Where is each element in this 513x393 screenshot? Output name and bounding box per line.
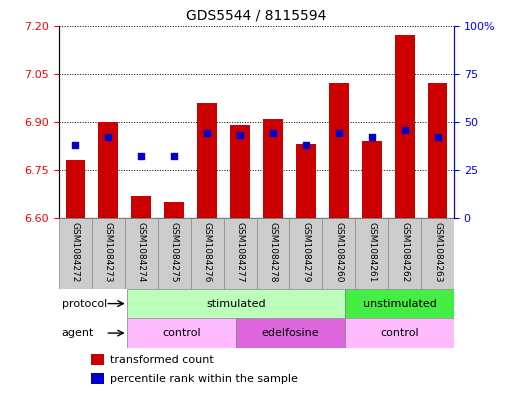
Bar — [230, 125, 250, 218]
Text: percentile rank within the sample: percentile rank within the sample — [110, 374, 298, 384]
Point — [137, 153, 145, 160]
Text: GSM1084275: GSM1084275 — [170, 222, 179, 282]
Text: GSM1084278: GSM1084278 — [268, 222, 278, 282]
Point — [104, 134, 112, 140]
Bar — [296, 144, 315, 218]
Bar — [388, 218, 421, 289]
Bar — [362, 141, 382, 218]
Bar — [91, 373, 105, 384]
Text: control: control — [380, 328, 419, 338]
Text: GSM1084277: GSM1084277 — [235, 222, 245, 282]
Text: edelfosine: edelfosine — [262, 328, 320, 338]
Bar — [127, 318, 236, 348]
Bar — [345, 289, 454, 318]
Bar — [91, 354, 105, 365]
Bar — [131, 196, 151, 218]
Bar — [158, 218, 191, 289]
Text: protocol: protocol — [62, 299, 107, 309]
Bar — [164, 202, 184, 218]
Bar — [191, 218, 224, 289]
Point — [401, 127, 409, 133]
Bar — [224, 218, 256, 289]
Text: control: control — [162, 328, 201, 338]
Point — [433, 134, 442, 140]
Bar — [345, 318, 454, 348]
Bar — [127, 289, 345, 318]
Text: GSM1084262: GSM1084262 — [400, 222, 409, 282]
Bar — [197, 103, 217, 218]
Bar — [92, 218, 125, 289]
Text: GSM1084260: GSM1084260 — [334, 222, 343, 282]
Text: GSM1084263: GSM1084263 — [433, 222, 442, 282]
Text: GSM1084279: GSM1084279 — [301, 222, 310, 282]
Bar — [236, 318, 345, 348]
Point — [236, 132, 244, 138]
Text: GSM1084273: GSM1084273 — [104, 222, 113, 282]
Point — [203, 130, 211, 136]
Bar — [125, 218, 158, 289]
Bar — [289, 218, 322, 289]
Bar — [322, 218, 355, 289]
Point — [170, 153, 179, 160]
Bar — [329, 83, 349, 218]
Title: GDS5544 / 8115594: GDS5544 / 8115594 — [186, 9, 327, 23]
Bar — [428, 83, 447, 218]
Bar — [263, 119, 283, 218]
Point — [334, 130, 343, 136]
Bar — [355, 218, 388, 289]
Text: GSM1084274: GSM1084274 — [137, 222, 146, 282]
Bar — [421, 218, 454, 289]
Text: stimulated: stimulated — [206, 299, 266, 309]
Text: transformed count: transformed count — [110, 355, 214, 365]
Point — [302, 142, 310, 148]
Text: GSM1084261: GSM1084261 — [367, 222, 376, 282]
Point — [269, 130, 277, 136]
Text: unstimulated: unstimulated — [363, 299, 437, 309]
Point — [368, 134, 376, 140]
Text: agent: agent — [62, 328, 94, 338]
Text: GSM1084276: GSM1084276 — [203, 222, 212, 282]
Bar — [256, 218, 289, 289]
Bar — [98, 122, 118, 218]
Text: GSM1084272: GSM1084272 — [71, 222, 80, 282]
Bar — [66, 160, 85, 218]
Point — [71, 142, 80, 148]
Bar — [59, 218, 92, 289]
Bar — [394, 35, 415, 218]
